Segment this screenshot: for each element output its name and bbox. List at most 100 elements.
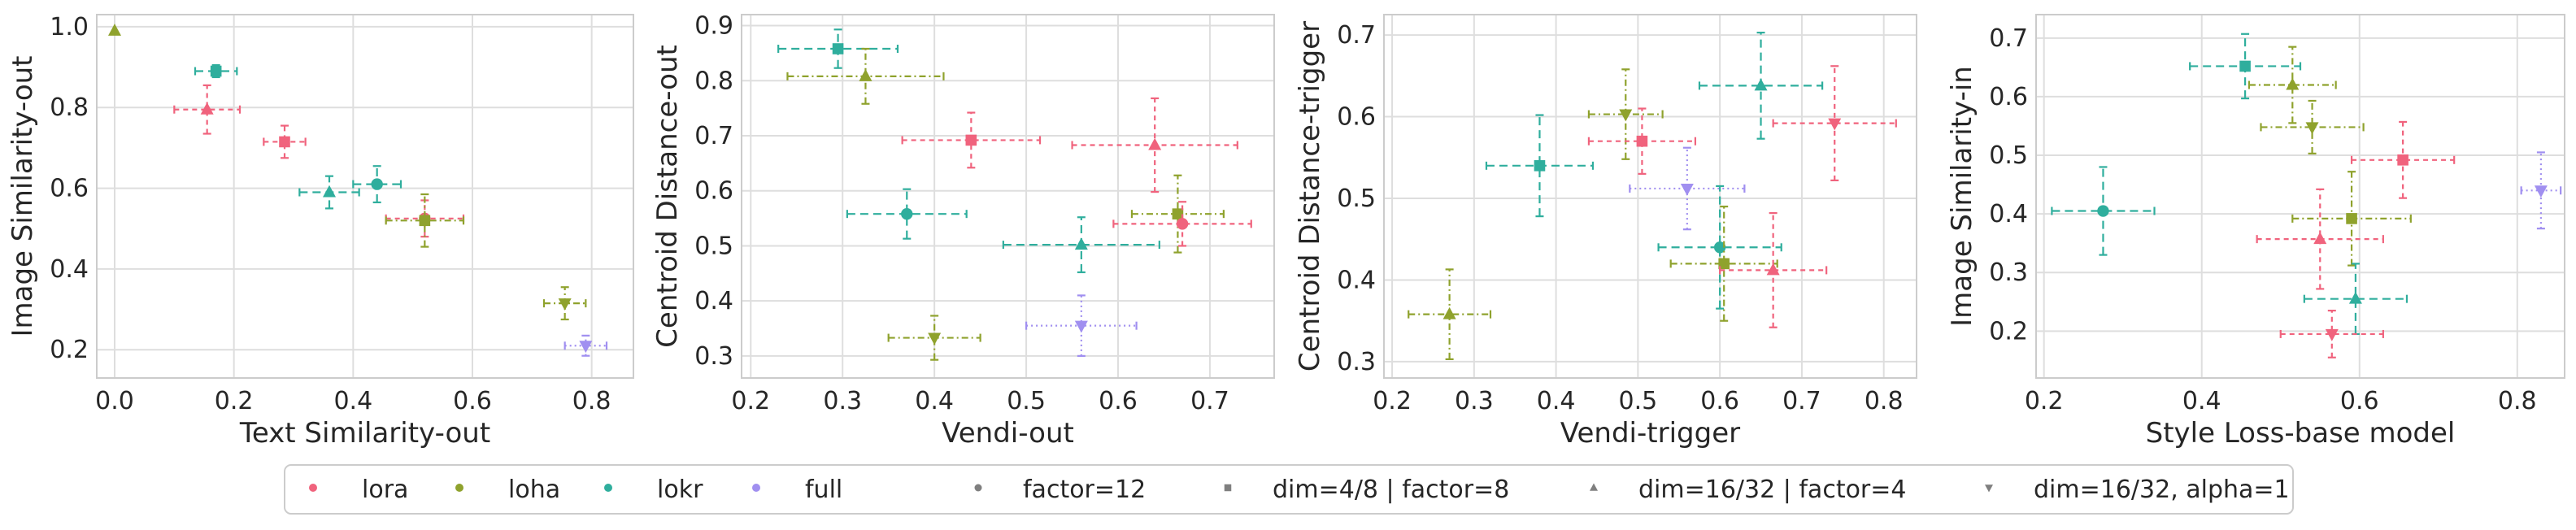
x-tick-label: 0.3 bbox=[1455, 387, 1494, 415]
marker-square bbox=[1636, 135, 1648, 147]
legend-color-dot bbox=[455, 484, 463, 492]
x-tick-label: 0.2 bbox=[215, 387, 254, 415]
y-tick-label: 0.4 bbox=[50, 255, 89, 284]
marker-triangle-down bbox=[1619, 109, 1633, 122]
data-point-lokr-circle bbox=[2051, 166, 2156, 256]
x-tick-label: 0.7 bbox=[1190, 387, 1229, 415]
data-point-loha-triangle-up bbox=[2247, 46, 2337, 124]
legend-item-loha: loha bbox=[455, 476, 560, 504]
x-tick-label: 0.8 bbox=[1865, 387, 1904, 415]
x-tick-label: 0.2 bbox=[1373, 387, 1412, 415]
legend-frame bbox=[284, 464, 2294, 515]
legend-color-dot bbox=[604, 484, 612, 492]
data-point-lokr-square bbox=[1485, 114, 1595, 218]
data-point-lokr-circle bbox=[846, 188, 968, 240]
legend-item-lora: lora bbox=[309, 476, 408, 504]
marker-square bbox=[2239, 60, 2251, 72]
plot-frame bbox=[1383, 14, 1917, 379]
y-tick-label: 0.6 bbox=[1989, 83, 2028, 111]
data-point-lora-triangle-up bbox=[1071, 97, 1238, 193]
marker-square bbox=[2346, 213, 2357, 224]
y-tick-label: 1.0 bbox=[50, 13, 89, 41]
marker-triangle-down bbox=[579, 341, 593, 354]
y-tick-label: 0.4 bbox=[1989, 200, 2028, 228]
legend-item-square: dim=4/8 | factor=8 bbox=[1224, 476, 1509, 504]
data-point-lora-triangle-up bbox=[173, 84, 242, 135]
plot-frame bbox=[2035, 14, 2565, 379]
data-point-lokr-triangle-up bbox=[1698, 31, 1824, 140]
marker-triangle-down bbox=[2305, 122, 2319, 135]
x-tick-label: 0.6 bbox=[453, 387, 492, 415]
data-point-lokr-circle bbox=[1657, 185, 1782, 310]
chart-panel-2: 0.2 0.3 0.4 0.5 0.6 0.7 0.3 0.4 0.5 0.6 0.7 0.8 0.9 V… bbox=[651, 12, 1275, 450]
marker-square bbox=[1718, 258, 1730, 270]
x-tick-label: 0.6 bbox=[1700, 387, 1739, 415]
marker-triangle-up bbox=[323, 185, 336, 198]
marker-triangle-up bbox=[1766, 263, 1780, 276]
marker-triangle-down bbox=[2534, 185, 2548, 198]
marker-square bbox=[2397, 154, 2408, 166]
data-point-lora-square bbox=[901, 111, 1042, 169]
x-axis-label: Vendi-out bbox=[942, 417, 1074, 450]
legend-label: full bbox=[805, 476, 842, 504]
data-point-lora-triangle-down bbox=[1772, 65, 1897, 182]
marker-triangle-up bbox=[1148, 137, 1162, 150]
x-tick-label: 0.2 bbox=[2025, 387, 2064, 415]
x-tick-label: 0.2 bbox=[731, 387, 770, 415]
plot-area bbox=[1384, 15, 1917, 378]
marker-triangle-down bbox=[1074, 320, 1088, 333]
legend-item-lokr: lokr bbox=[604, 476, 703, 504]
data-point-loha-triangle-up bbox=[786, 47, 945, 105]
marker-triangle-down bbox=[928, 332, 942, 345]
marker-triangle-up bbox=[1442, 306, 1456, 319]
marker-triangle-up bbox=[1074, 237, 1088, 250]
data-point-lora-square bbox=[1587, 107, 1697, 175]
x-tick-label: 0.5 bbox=[1619, 387, 1658, 415]
y-axis-label: Image Similarity-out bbox=[7, 55, 39, 337]
x-tick-label: 0.4 bbox=[333, 387, 372, 415]
data-point-lora-triangle-up bbox=[1719, 211, 1828, 328]
plot-area bbox=[97, 15, 633, 378]
legend-label: dim=4/8 | factor=8 bbox=[1273, 476, 1509, 504]
data-point-loha-triangle-down bbox=[1587, 68, 1664, 160]
marker-circle bbox=[901, 207, 913, 220]
data-point-lokr-square bbox=[777, 28, 899, 69]
x-axis-label: Text Similarity-out bbox=[239, 417, 490, 450]
legend-color-dot bbox=[752, 484, 760, 492]
data-point-lora-circle bbox=[1112, 201, 1252, 247]
legend-marker-triangle-down bbox=[1985, 484, 1993, 493]
x-tick-label: 0.3 bbox=[823, 387, 862, 415]
data-point-loha-square bbox=[2291, 171, 2412, 267]
chart-panel-4: 0.2 0.4 0.6 0.8 0.2 0.3 0.4 0.5 0.6 0.7 Style Loss… bbox=[1946, 14, 2565, 450]
x-tick-label: 0.4 bbox=[915, 387, 954, 415]
y-tick-label: 0.9 bbox=[694, 12, 733, 41]
legend-item-triangle-up: dim=16/32 | factor=4 bbox=[1590, 476, 1907, 504]
data-point-lokr-triangle-up bbox=[298, 175, 360, 210]
data-point-loha-triangle-up bbox=[1408, 268, 1492, 360]
data-point-lora-square bbox=[263, 124, 307, 159]
data-point-loha-triangle-down bbox=[2260, 99, 2365, 154]
data-point-loha-triangle-down bbox=[542, 286, 587, 321]
marker-square bbox=[1534, 160, 1546, 172]
data-point-lokr-triangle-up bbox=[1002, 216, 1160, 274]
marker-circle bbox=[1713, 241, 1726, 254]
y-axis-label: Centroid Distance-trigger bbox=[1294, 21, 1326, 371]
x-tick-label: 0.8 bbox=[572, 387, 611, 415]
x-tick-label: 0.7 bbox=[1782, 387, 1821, 415]
marker-circle bbox=[2097, 205, 2109, 217]
data-point-lokr-square bbox=[2189, 33, 2302, 100]
y-tick-label: 0.3 bbox=[1337, 348, 1376, 376]
legend-label: lokr bbox=[657, 476, 703, 504]
marker-square bbox=[279, 136, 290, 148]
legend-marker-square bbox=[1224, 484, 1232, 492]
x-tick-label: 0.8 bbox=[2498, 387, 2537, 415]
legend-item-triangle-down: dim=16/32, alpha=1 bbox=[1985, 476, 2290, 504]
y-axis-label: Centroid Distance-out bbox=[651, 45, 684, 348]
marker-triangle-down bbox=[558, 298, 572, 311]
data-point-full-triangle-down bbox=[564, 334, 608, 357]
data-point-lora-square bbox=[2350, 120, 2456, 199]
marker-square bbox=[1172, 208, 1184, 219]
chart-panel-3: 0.2 0.3 0.4 0.5 0.6 0.7 0.8 0.3 0.4 0.5 0.6 0.7 Vend… bbox=[1294, 14, 1917, 450]
y-tick-label: 0.7 bbox=[694, 122, 733, 150]
